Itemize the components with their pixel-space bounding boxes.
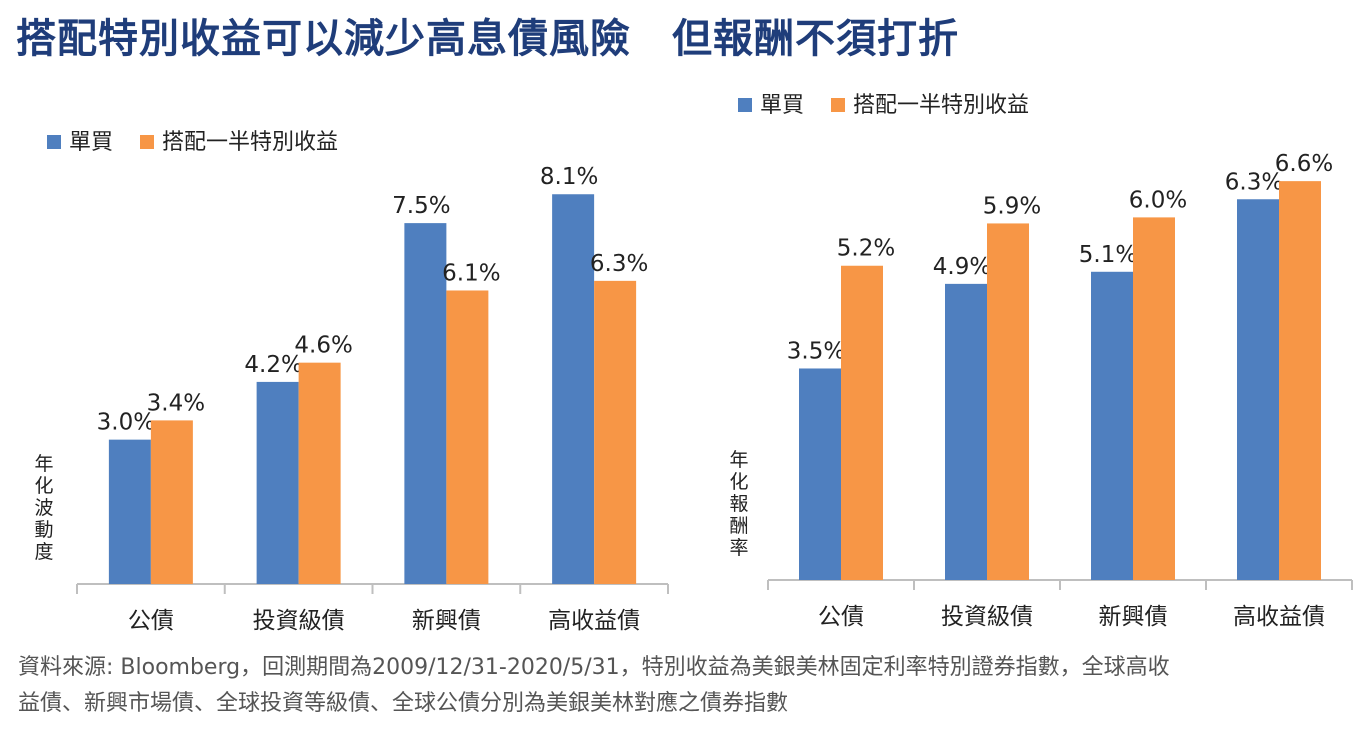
bar-1 xyxy=(108,439,151,584)
data-label: 3.0% xyxy=(97,410,155,436)
bar-2 xyxy=(446,290,489,584)
legend-label-1: 單買 xyxy=(760,93,804,118)
data-label: 3.5% xyxy=(787,338,845,364)
bar-1 xyxy=(799,368,841,580)
data-label: 4.2% xyxy=(244,352,302,378)
bar-1 xyxy=(1237,199,1279,580)
bar-2 xyxy=(298,362,341,584)
category-label: 投資級債 xyxy=(253,608,345,634)
data-label: 4.9% xyxy=(933,254,991,280)
bar-2 xyxy=(1133,217,1175,581)
y-axis-label-char: 酬 xyxy=(729,515,748,537)
category-label: 新興債 xyxy=(412,608,481,634)
data-label: 6.3% xyxy=(1225,169,1283,195)
y-axis-label-char: 率 xyxy=(729,537,748,559)
bar-1 xyxy=(945,283,987,580)
data-label: 6.3% xyxy=(590,251,648,277)
bar-1 xyxy=(552,194,595,584)
category-label: 投資級債 xyxy=(941,604,1033,630)
category-label: 高收益債 xyxy=(548,608,640,634)
category-label: 高收益債 xyxy=(1233,604,1325,630)
source-line-2: 益債、新興市場債、全球投資等級債、全球公債分別為美銀美林對應之債券指數 xyxy=(18,691,789,716)
data-label: 5.1% xyxy=(1079,242,1137,268)
legend-swatch-2 xyxy=(831,98,845,112)
source-line-1: 資料來源: Bloomberg，回測期間為2009/12/31-2020/5/3… xyxy=(18,655,1170,680)
bar-2 xyxy=(841,265,883,580)
legend-label-2: 搭配一半特別收益 xyxy=(162,130,338,155)
data-label: 8.1% xyxy=(540,164,598,190)
y-axis-label-char: 動 xyxy=(34,519,53,541)
y-axis-label-char: 化 xyxy=(729,471,748,493)
bar-1 xyxy=(256,381,299,584)
bar-2 xyxy=(150,420,193,584)
data-label: 6.1% xyxy=(442,260,500,286)
legend-swatch-1 xyxy=(738,98,752,112)
legend-label-1: 單買 xyxy=(69,130,113,155)
bar-1 xyxy=(1091,271,1133,580)
legend-label-2: 搭配一半特別收益 xyxy=(853,93,1029,118)
bar-2 xyxy=(594,280,637,584)
data-label: 4.6% xyxy=(294,333,352,359)
legend-swatch-1 xyxy=(47,135,61,149)
data-label: 7.5% xyxy=(392,193,450,219)
category-label: 公債 xyxy=(818,604,864,630)
y-axis-label-char: 年 xyxy=(729,449,748,471)
data-label: 6.0% xyxy=(1129,187,1187,213)
y-axis-label-char: 年 xyxy=(34,453,53,475)
y-axis-label-char: 化 xyxy=(34,475,53,497)
data-label: 3.4% xyxy=(147,390,205,416)
source-note: 資料來源: Bloomberg，回測期間為2009/12/31-2020/5/3… xyxy=(18,650,1338,722)
bar-2 xyxy=(1279,181,1321,580)
y-axis-label-char: 波 xyxy=(34,497,53,519)
y-axis-label-char: 報 xyxy=(729,493,748,515)
data-label: 5.9% xyxy=(983,193,1041,219)
data-label: 6.6% xyxy=(1275,151,1333,177)
y-axis-label-char: 度 xyxy=(34,541,53,563)
category-label: 新興債 xyxy=(1099,604,1168,630)
legend-swatch-2 xyxy=(140,135,154,149)
bar-1 xyxy=(404,223,447,584)
bar-2 xyxy=(987,223,1029,580)
category-label: 公債 xyxy=(128,608,174,634)
data-label: 5.2% xyxy=(837,236,895,262)
page-title: 搭配特別收益可以減少高息債風險 但報酬不須打折 xyxy=(16,16,959,62)
